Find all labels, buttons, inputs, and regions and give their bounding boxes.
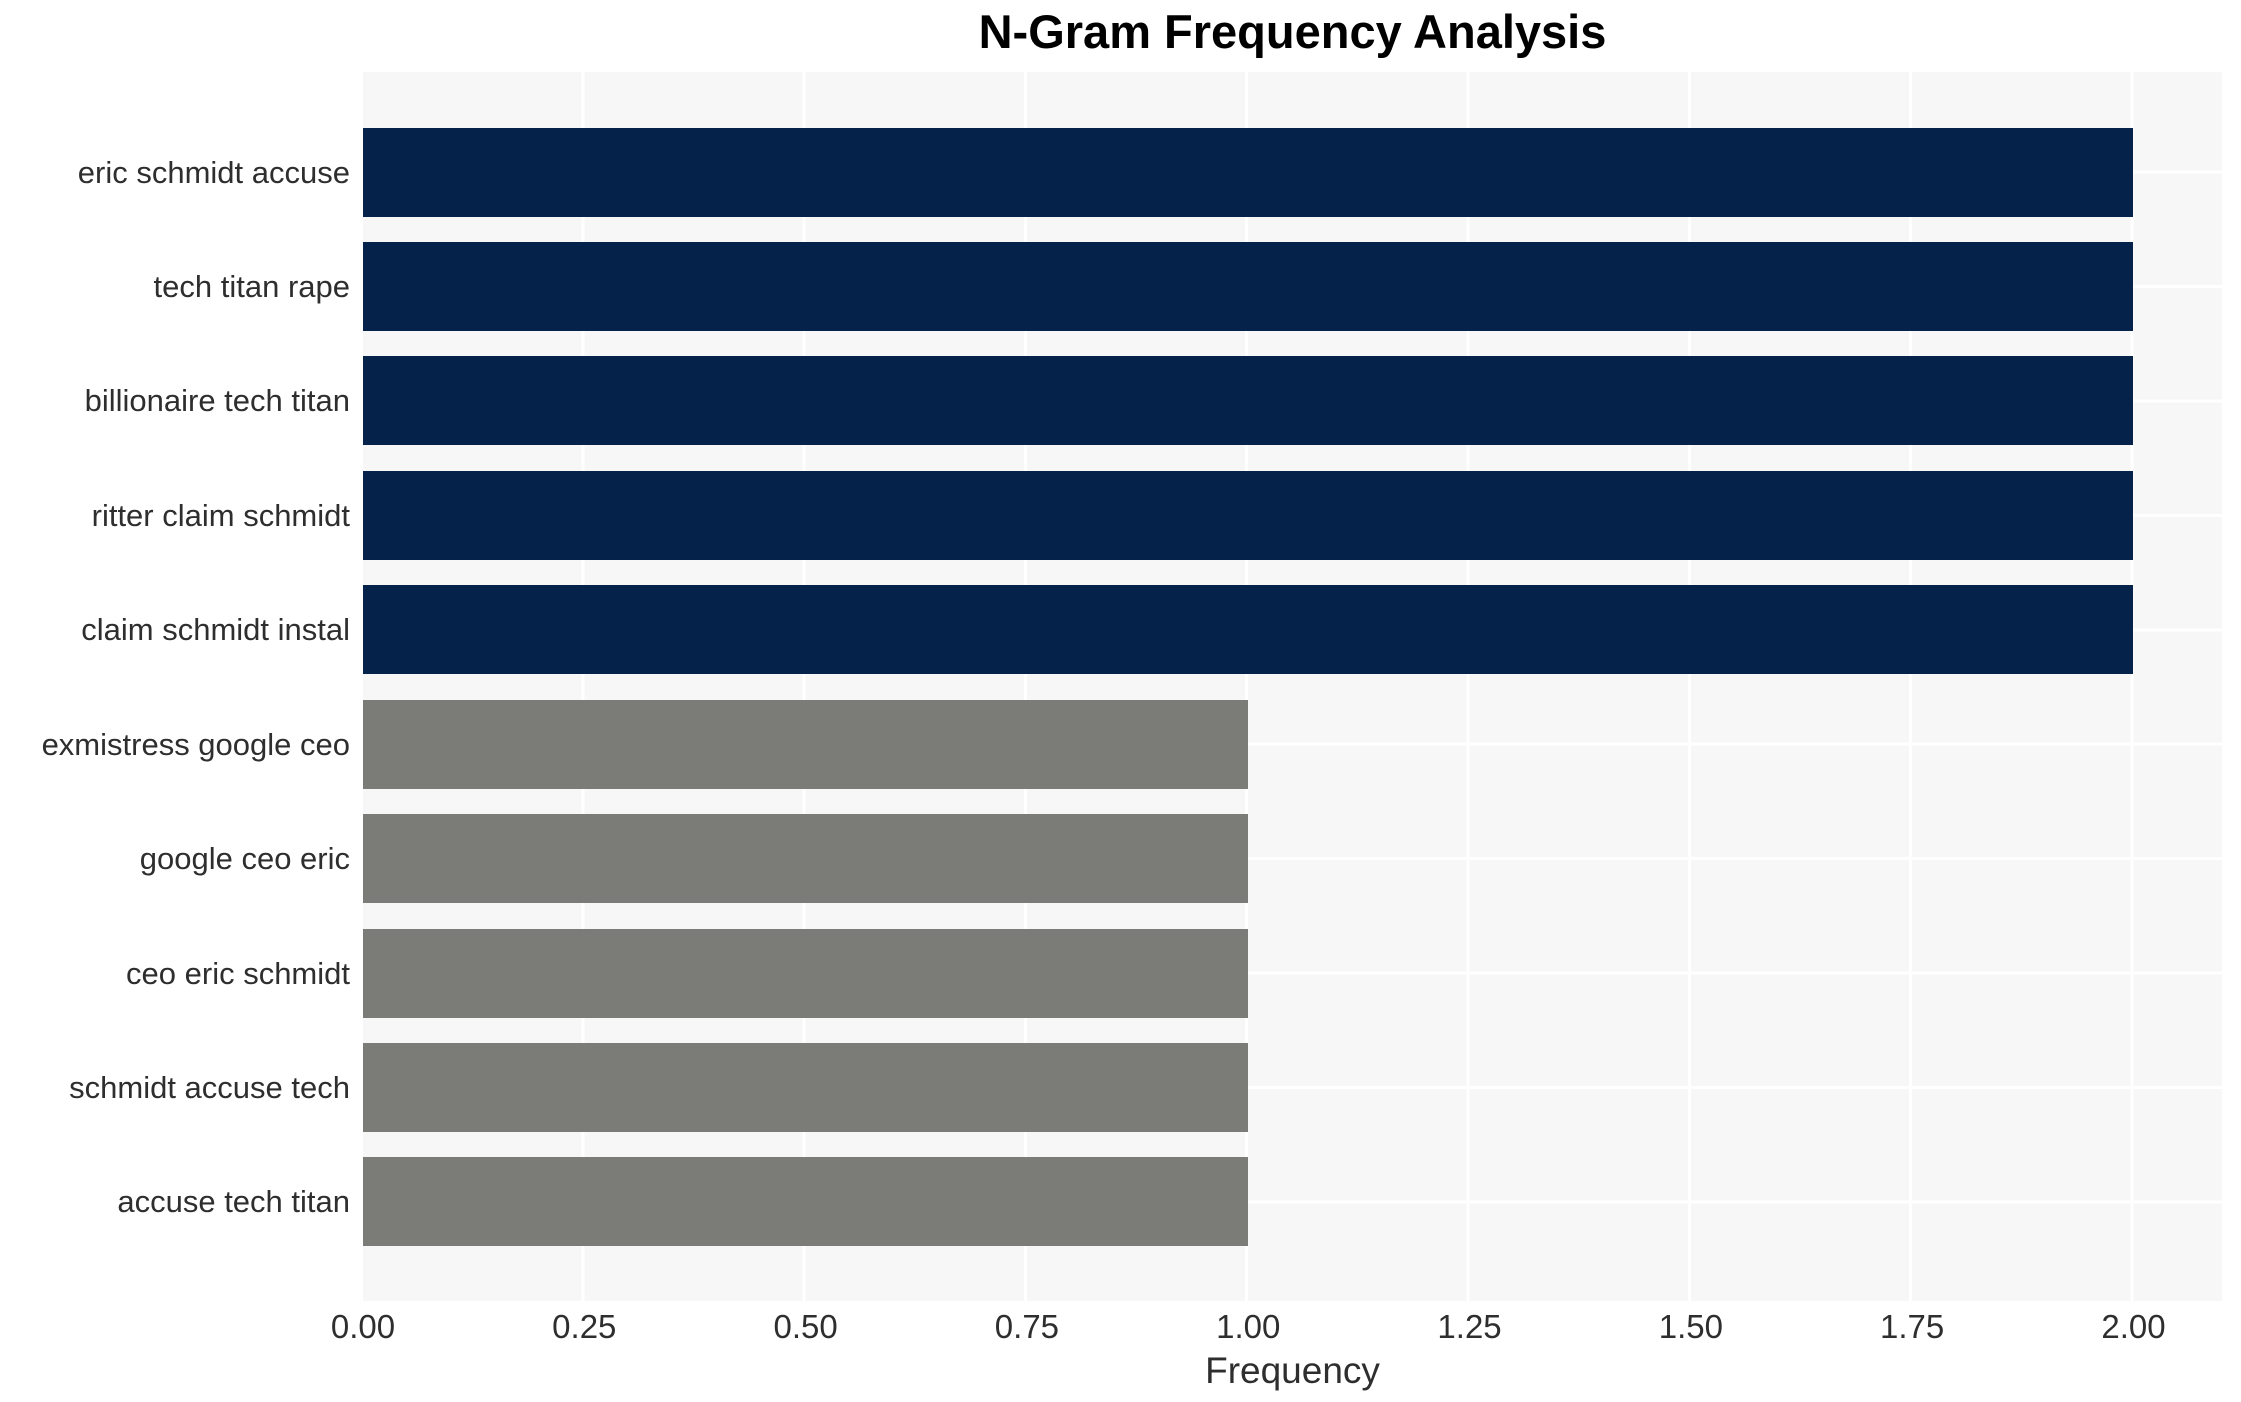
y-tick-label: exmistress google ceo — [41, 726, 350, 762]
y-axis-labels: eric schmidt accuse tech titan rape billio… — [0, 0, 350, 1402]
y-tick-label: schmidt accuse tech — [69, 1070, 350, 1106]
bar — [363, 585, 2134, 675]
x-tick-label: 0.25 — [552, 1308, 617, 1345]
y-tick-label: claim schmidt instal — [81, 612, 350, 648]
x-tick-label: 1.75 — [1880, 1308, 1945, 1345]
y-tick-label: ceo eric schmidt — [126, 955, 350, 991]
plot-area — [363, 72, 2222, 1301]
bar — [363, 1157, 1249, 1247]
x-tick-label: 2.00 — [2101, 1308, 2166, 1345]
bar — [363, 928, 1249, 1018]
y-tick-label: accuse tech titan — [117, 1184, 350, 1220]
bar — [363, 1043, 1249, 1133]
x-tick-label: 1.50 — [1658, 1308, 1723, 1345]
y-tick-label: billionaire tech titan — [84, 383, 350, 419]
y-tick-label: ritter claim schmidt — [91, 497, 350, 533]
x-tick-label: 1.25 — [1437, 1308, 1502, 1345]
bar — [363, 356, 2134, 446]
bar — [363, 470, 2134, 560]
x-tick-label: 0.75 — [994, 1308, 1060, 1345]
y-tick-label: tech titan rape — [153, 268, 350, 304]
bar — [363, 814, 1249, 904]
x-axis-title: Frequency — [1205, 1350, 1380, 1391]
bar — [363, 241, 2134, 331]
bar — [363, 699, 1249, 789]
chart-title: N-Gram Frequency Analysis — [978, 5, 1607, 58]
y-tick-label: google ceo eric — [139, 841, 350, 877]
x-tick-label: 0.50 — [773, 1308, 838, 1345]
y-tick-label: eric schmidt accuse — [77, 154, 350, 190]
x-tick-label: 1.00 — [1216, 1308, 1281, 1345]
bar — [363, 127, 2134, 217]
